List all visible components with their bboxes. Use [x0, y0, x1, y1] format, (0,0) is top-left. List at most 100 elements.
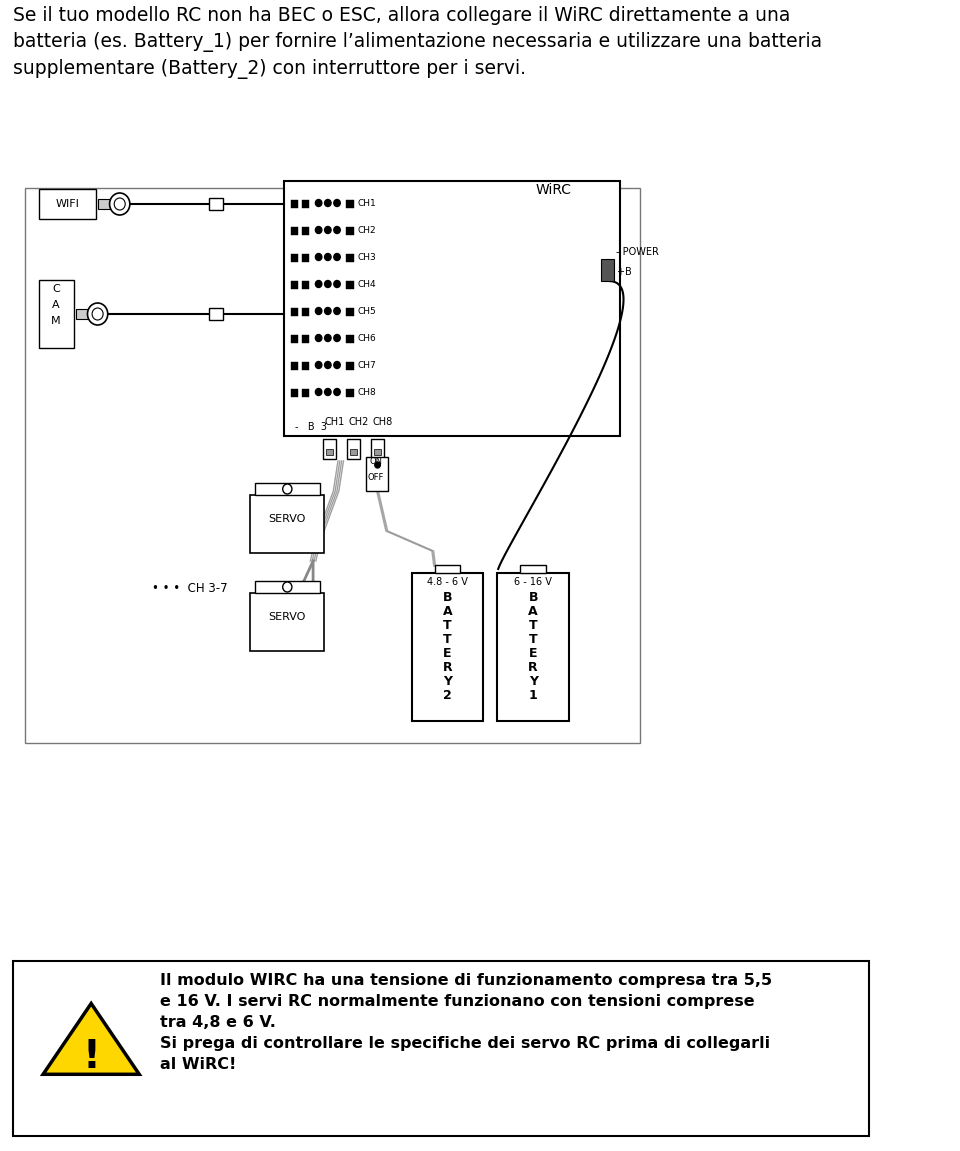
Text: E: E	[444, 647, 452, 660]
Circle shape	[316, 361, 322, 368]
Text: 4.8 - 6 V: 4.8 - 6 V	[427, 577, 468, 587]
Text: Y: Y	[529, 674, 538, 688]
Text: C: C	[52, 284, 60, 294]
Text: T: T	[529, 633, 538, 646]
Bar	[38, 189, 96, 219]
Text: CH8: CH8	[372, 417, 393, 427]
Circle shape	[282, 485, 292, 494]
Circle shape	[92, 308, 103, 320]
Bar	[291, 227, 299, 235]
Text: !: !	[83, 1037, 100, 1075]
Circle shape	[324, 253, 331, 260]
Circle shape	[334, 199, 340, 206]
Bar	[251, 495, 324, 552]
Text: WIFI: WIFI	[56, 199, 79, 209]
Bar	[25, 188, 640, 744]
Text: CH7: CH7	[357, 361, 376, 369]
Text: B: B	[443, 590, 452, 604]
Text: CH3: CH3	[357, 253, 376, 262]
Bar	[38, 280, 74, 348]
Bar	[366, 457, 388, 491]
Bar	[326, 449, 333, 455]
Circle shape	[316, 253, 322, 260]
Bar	[348, 439, 360, 459]
Bar	[12, 961, 870, 1136]
Text: • • •  CH 3-7: • • • CH 3-7	[152, 581, 228, 595]
Bar	[98, 199, 110, 209]
Text: E: E	[529, 647, 538, 660]
Text: CH5: CH5	[357, 307, 376, 317]
Circle shape	[114, 198, 125, 209]
Text: +: +	[616, 267, 624, 277]
Bar	[347, 335, 353, 343]
Text: -   B  3: - B 3	[295, 422, 326, 432]
Text: T: T	[529, 619, 538, 632]
Circle shape	[334, 307, 340, 314]
Text: tra 4,8 e 6 V.: tra 4,8 e 6 V.	[160, 1015, 276, 1030]
Text: Se il tuo modello RC non ha BEC o ESC, allora collegare il WiRC direttamente a u: Se il tuo modello RC non ha BEC o ESC, a…	[12, 6, 822, 78]
Bar	[76, 308, 88, 319]
Circle shape	[324, 281, 331, 288]
Bar	[255, 483, 320, 495]
Text: A: A	[443, 605, 452, 618]
Text: CH1: CH1	[324, 417, 345, 427]
Text: 6 - 16 V: 6 - 16 V	[515, 577, 552, 587]
Circle shape	[324, 389, 331, 396]
Text: A: A	[53, 300, 60, 310]
Text: CH6: CH6	[357, 334, 376, 343]
Text: OFF: OFF	[368, 473, 384, 482]
Bar	[283, 181, 620, 436]
Circle shape	[282, 582, 292, 592]
Bar	[291, 281, 299, 289]
Text: CH2: CH2	[348, 417, 369, 427]
Bar	[291, 254, 299, 262]
Bar	[291, 200, 299, 208]
Text: 2: 2	[444, 689, 452, 702]
Circle shape	[334, 389, 340, 396]
Bar	[302, 335, 309, 343]
Text: CH1: CH1	[357, 199, 376, 208]
Text: ON: ON	[370, 457, 382, 466]
Circle shape	[316, 227, 322, 234]
Circle shape	[109, 193, 130, 215]
Bar	[302, 363, 309, 369]
Circle shape	[324, 199, 331, 206]
Circle shape	[334, 281, 340, 288]
Circle shape	[316, 335, 322, 342]
Circle shape	[324, 307, 331, 314]
Bar	[347, 281, 353, 289]
Bar	[372, 439, 384, 459]
Text: M: M	[51, 317, 61, 326]
Bar	[302, 200, 309, 208]
Bar	[601, 259, 614, 281]
Circle shape	[324, 227, 331, 234]
Text: Si prega di controllare le specifiche dei servo RC prima di collegarli: Si prega di controllare le specifiche de…	[160, 1036, 770, 1051]
Bar	[347, 227, 353, 235]
Bar	[302, 389, 309, 397]
Text: Il modulo WIRC ha una tensione di funzionamento compresa tra 5,5: Il modulo WIRC ha una tensione di funzio…	[160, 973, 773, 988]
Text: 1: 1	[529, 689, 538, 702]
Text: T: T	[444, 619, 452, 632]
Text: CH8: CH8	[357, 388, 376, 397]
Circle shape	[316, 281, 322, 288]
Bar	[347, 363, 353, 369]
Circle shape	[87, 303, 108, 325]
Bar	[350, 449, 357, 455]
Text: - POWER: - POWER	[616, 247, 659, 257]
Polygon shape	[43, 1004, 139, 1074]
Circle shape	[316, 199, 322, 206]
Text: Y: Y	[443, 674, 452, 688]
Circle shape	[324, 335, 331, 342]
Text: CH2: CH2	[357, 226, 376, 235]
Bar	[324, 439, 336, 459]
Bar	[209, 308, 223, 320]
Bar	[291, 363, 299, 369]
Bar	[302, 281, 309, 289]
Text: R: R	[443, 661, 452, 674]
Bar	[347, 254, 353, 262]
Text: R: R	[528, 661, 538, 674]
Text: SERVO: SERVO	[269, 514, 306, 524]
Bar	[255, 581, 320, 593]
Bar	[209, 198, 223, 209]
Bar	[347, 389, 353, 397]
